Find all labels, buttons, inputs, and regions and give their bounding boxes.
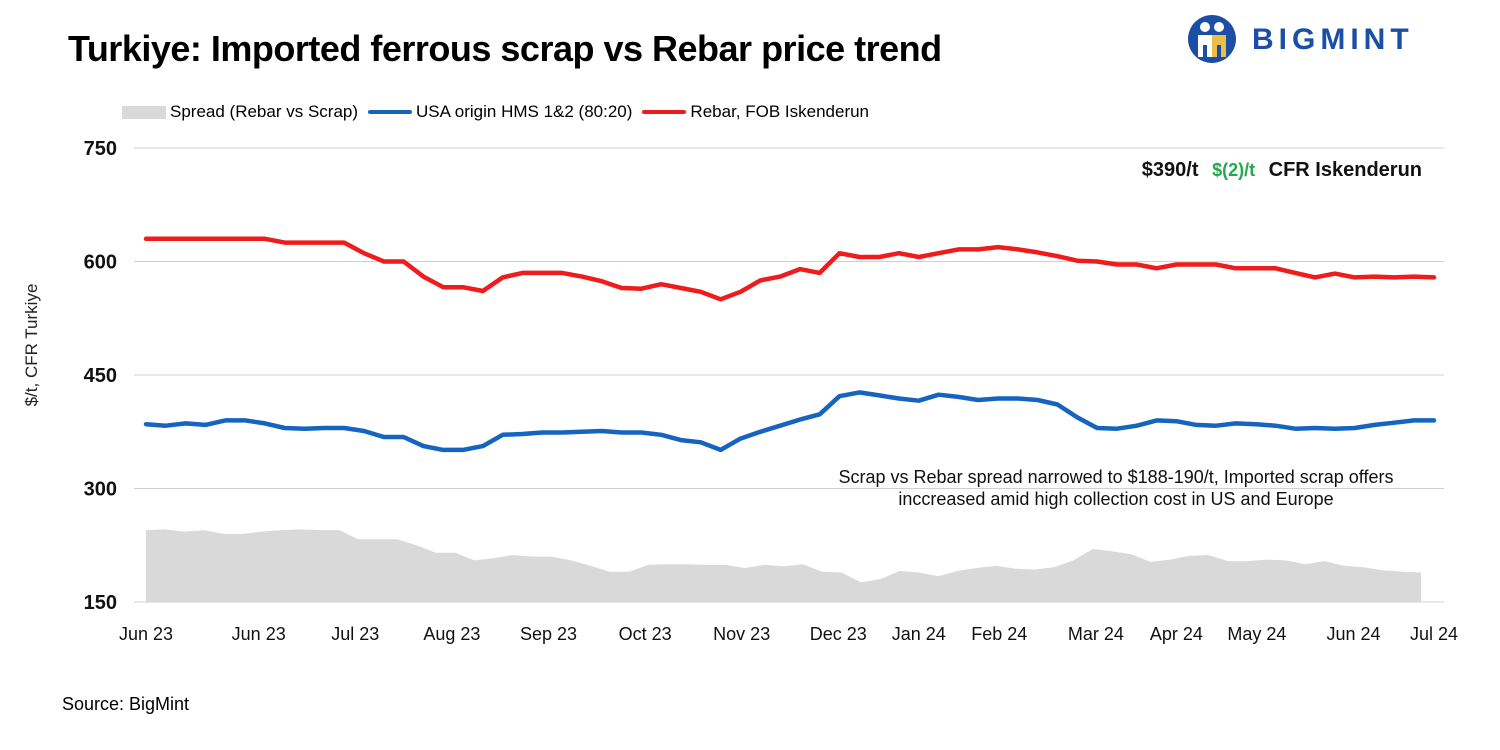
x-tick-label: Jun 23 <box>232 624 286 644</box>
y-axis-label: $/t, CFR Turkiye <box>22 284 41 407</box>
scrap-price-line <box>143 390 1437 453</box>
legend-item-spread: Spread (Rebar vs Scrap) <box>122 102 358 122</box>
legend-swatch-scrap <box>368 110 413 114</box>
legend-item-rebar: Rebar, FOB Iskenderun <box>642 102 869 122</box>
chart-title: Turkiye: Imported ferrous scrap vs Rebar… <box>68 28 942 69</box>
price-value: $390/t <box>1142 159 1199 181</box>
x-tick-label: Jul 23 <box>331 624 379 644</box>
x-tick-label: May 24 <box>1227 624 1286 644</box>
x-tick-label: Jul 24 <box>1410 624 1458 644</box>
x-tick-label: Mar 24 <box>1068 624 1124 644</box>
logo-wordmark: BIGMINT <box>1252 23 1414 56</box>
y-tick-label: 750 <box>84 138 117 160</box>
x-tick-label: Nov 23 <box>713 624 770 644</box>
logo-mark-icon <box>1188 15 1236 63</box>
price-annotation: $390/t $(2)/t CFR Iskenderun <box>1142 159 1422 181</box>
legend-swatch-rebar <box>642 110 687 114</box>
spread-note-line1: Scrap vs Rebar spread narrowed to $188-1… <box>839 467 1394 487</box>
y-tick-label: 600 <box>84 252 117 274</box>
chart-legend: Spread (Rebar vs Scrap) USA origin HMS 1… <box>122 101 879 123</box>
x-tick-label: Dec 23 <box>810 624 867 644</box>
y-tick-label: 450 <box>84 365 117 387</box>
y-tick-label: 150 <box>84 592 117 614</box>
x-tick-label: Sep 23 <box>520 624 577 644</box>
legend-swatch-spread <box>122 105 166 119</box>
price-change: $(2)/t <box>1212 160 1255 180</box>
spread-area <box>146 529 1422 602</box>
chart-plot: 750 600 450 300 150 Jun 23 Jun 23 Jul 23 Aug 23… <box>22 138 1458 644</box>
x-tick-label: Jan 24 <box>892 624 946 644</box>
x-tick-label: Feb 24 <box>971 624 1027 644</box>
x-tick-label: Jun 23 <box>119 624 173 644</box>
source-note: Source: BigMint <box>62 694 190 714</box>
bigmint-logo: BIGMINT <box>1186 10 1476 70</box>
x-tick-label: Aug 23 <box>423 624 480 644</box>
legend-item-scrap: USA origin HMS 1&2 (80:20) <box>368 102 632 122</box>
y-tick-label: 300 <box>84 479 117 501</box>
spread-note-line2: inccreased amid high collection cost in … <box>898 489 1333 509</box>
x-tick-label: Oct 23 <box>619 624 672 644</box>
legend-label-spread: Spread (Rebar vs Scrap) <box>170 102 359 121</box>
rebar-price-line <box>143 236 1437 302</box>
price-basis: CFR Iskenderun <box>1269 159 1422 181</box>
legend-label-rebar: Rebar, FOB Iskenderun <box>690 102 870 121</box>
x-tick-label: Apr 24 <box>1150 624 1203 644</box>
legend-label-scrap: USA origin HMS 1&2 (80:20) <box>416 102 633 121</box>
x-tick-label: Jun 24 <box>1326 624 1380 644</box>
